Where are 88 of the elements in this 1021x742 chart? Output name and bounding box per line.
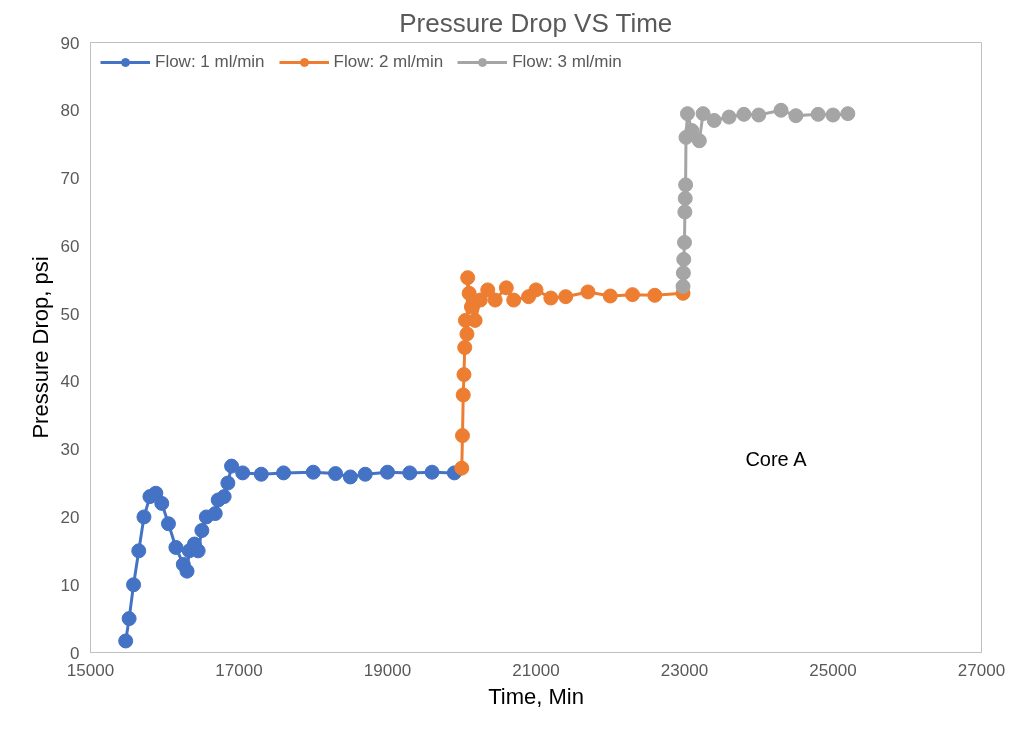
point <box>721 109 737 125</box>
point <box>558 289 574 305</box>
x-tick-label: 25000 <box>809 660 857 680</box>
y-tick-label: 90 <box>60 33 80 53</box>
point <box>580 284 596 300</box>
point <box>179 563 195 579</box>
y-tick-label: 60 <box>60 236 80 256</box>
point <box>677 204 693 220</box>
point <box>224 458 240 474</box>
point <box>253 466 269 482</box>
y-tick-label: 10 <box>60 575 80 595</box>
point <box>216 489 232 505</box>
x-tick-label: 15000 <box>66 660 115 680</box>
point <box>487 292 503 308</box>
point <box>677 234 692 250</box>
point <box>276 465 292 481</box>
x-tick-label: 23000 <box>660 660 709 680</box>
y-axis-title: Pressure Drop, psi <box>27 256 53 439</box>
point <box>543 290 559 306</box>
point <box>472 292 488 308</box>
point <box>454 460 470 476</box>
point <box>459 326 475 342</box>
point <box>706 112 722 128</box>
legend-label: Flow: 1 ml/min <box>155 52 265 72</box>
point <box>788 108 804 124</box>
point <box>506 292 522 308</box>
x-tick-label: 27000 <box>957 660 1006 680</box>
y-tick-label: 50 <box>60 304 80 324</box>
point <box>825 107 841 123</box>
point <box>235 465 251 481</box>
x-axis-title: Time, Min <box>488 683 584 709</box>
point <box>207 506 223 522</box>
point <box>675 279 691 294</box>
point <box>305 464 321 480</box>
point <box>602 288 618 304</box>
y-tick-label: 20 <box>60 507 80 527</box>
point <box>455 387 471 403</box>
point <box>675 265 691 281</box>
point <box>131 543 147 559</box>
y-tick-label: 30 <box>60 440 80 460</box>
point <box>677 190 693 206</box>
point <box>380 464 395 480</box>
x-tick-label: 21000 <box>512 660 560 680</box>
point <box>168 539 184 555</box>
annotation: Core A <box>745 447 808 470</box>
y-tick-label: 0 <box>70 643 80 663</box>
legend-label: Flow: 2 ml/min <box>333 52 444 72</box>
y-tick-label: 70 <box>60 169 80 189</box>
point <box>751 107 767 123</box>
point <box>424 464 440 480</box>
point <box>461 285 477 301</box>
point <box>679 106 695 122</box>
chart-title: Pressure Drop VS Time <box>399 7 673 38</box>
point <box>160 516 176 532</box>
point <box>695 106 711 122</box>
point <box>773 102 789 118</box>
point <box>460 270 476 286</box>
point <box>402 465 418 481</box>
point <box>126 577 142 593</box>
point <box>328 466 344 482</box>
point <box>457 340 473 355</box>
point <box>810 106 826 122</box>
y-tick-label: 80 <box>60 101 80 121</box>
point <box>154 495 170 511</box>
point <box>498 280 514 296</box>
point <box>691 133 707 149</box>
point <box>678 177 694 193</box>
y-tick-label: 40 <box>60 372 80 392</box>
point <box>676 251 692 267</box>
legend-label: Flow: 3 ml/min <box>512 52 622 72</box>
point <box>684 123 700 139</box>
point <box>194 523 210 538</box>
point <box>118 633 134 649</box>
point <box>136 509 152 525</box>
point <box>625 287 641 303</box>
point <box>840 106 856 122</box>
point <box>342 469 358 485</box>
point <box>357 466 373 482</box>
x-tick-label: 19000 <box>363 660 412 680</box>
point <box>480 282 496 298</box>
point <box>528 282 544 298</box>
point <box>220 475 236 491</box>
point <box>647 287 663 303</box>
point <box>454 428 470 444</box>
point <box>456 367 472 383</box>
point <box>736 106 752 122</box>
x-tick-label: 17000 <box>215 660 263 680</box>
point <box>121 611 137 627</box>
